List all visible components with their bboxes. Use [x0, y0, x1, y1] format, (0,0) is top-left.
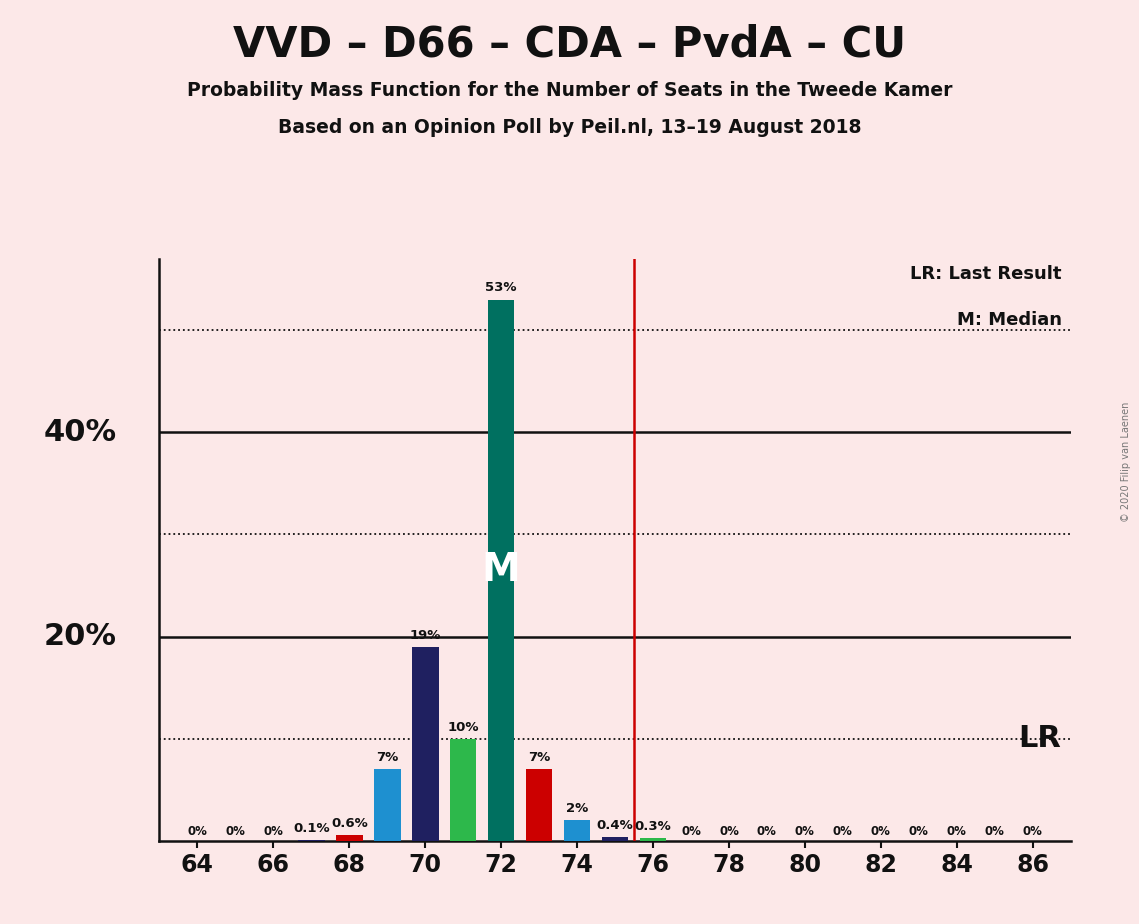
Text: 0%: 0%	[1023, 825, 1042, 838]
Bar	[450, 738, 476, 841]
Bar	[526, 770, 552, 841]
Text: LR: Last Result: LR: Last Result	[910, 264, 1062, 283]
Bar	[564, 821, 590, 841]
Text: 0%: 0%	[226, 825, 245, 838]
Bar	[298, 840, 325, 841]
Text: 0%: 0%	[681, 825, 700, 838]
Text: 53%: 53%	[485, 282, 517, 295]
Text: 0%: 0%	[188, 825, 207, 838]
Text: LR: LR	[1018, 724, 1062, 753]
Text: 19%: 19%	[410, 628, 441, 641]
Bar	[601, 837, 629, 841]
Text: VVD – D66 – CDA – PvdA – CU: VVD – D66 – CDA – PvdA – CU	[233, 23, 906, 65]
Text: M: Median: M: Median	[957, 311, 1062, 329]
Text: 40%: 40%	[43, 418, 116, 447]
Text: Probability Mass Function for the Number of Seats in the Tweede Kamer: Probability Mass Function for the Number…	[187, 81, 952, 101]
Text: 0%: 0%	[263, 825, 284, 838]
Text: 0%: 0%	[833, 825, 853, 838]
Text: 0%: 0%	[909, 825, 928, 838]
Text: 7%: 7%	[528, 751, 550, 764]
Text: M: M	[482, 552, 521, 590]
Text: 0.4%: 0.4%	[597, 819, 633, 832]
Text: 7%: 7%	[376, 751, 399, 764]
Text: 0%: 0%	[757, 825, 777, 838]
Text: © 2020 Filip van Laenen: © 2020 Filip van Laenen	[1121, 402, 1131, 522]
Text: 0%: 0%	[871, 825, 891, 838]
Bar	[336, 834, 362, 841]
Text: 0.3%: 0.3%	[634, 820, 671, 833]
Text: 0.6%: 0.6%	[331, 817, 368, 830]
Text: 0%: 0%	[795, 825, 814, 838]
Text: 0.1%: 0.1%	[293, 821, 329, 834]
Bar	[487, 299, 515, 841]
Bar	[374, 770, 401, 841]
Text: Based on an Opinion Poll by Peil.nl, 13–19 August 2018: Based on an Opinion Poll by Peil.nl, 13–…	[278, 118, 861, 138]
Text: 10%: 10%	[448, 721, 478, 734]
Text: 0%: 0%	[985, 825, 1005, 838]
Text: 2%: 2%	[566, 802, 588, 815]
Bar	[412, 647, 439, 841]
Text: 0%: 0%	[947, 825, 967, 838]
Text: 0%: 0%	[719, 825, 739, 838]
Bar	[640, 838, 666, 841]
Text: 20%: 20%	[43, 622, 116, 651]
